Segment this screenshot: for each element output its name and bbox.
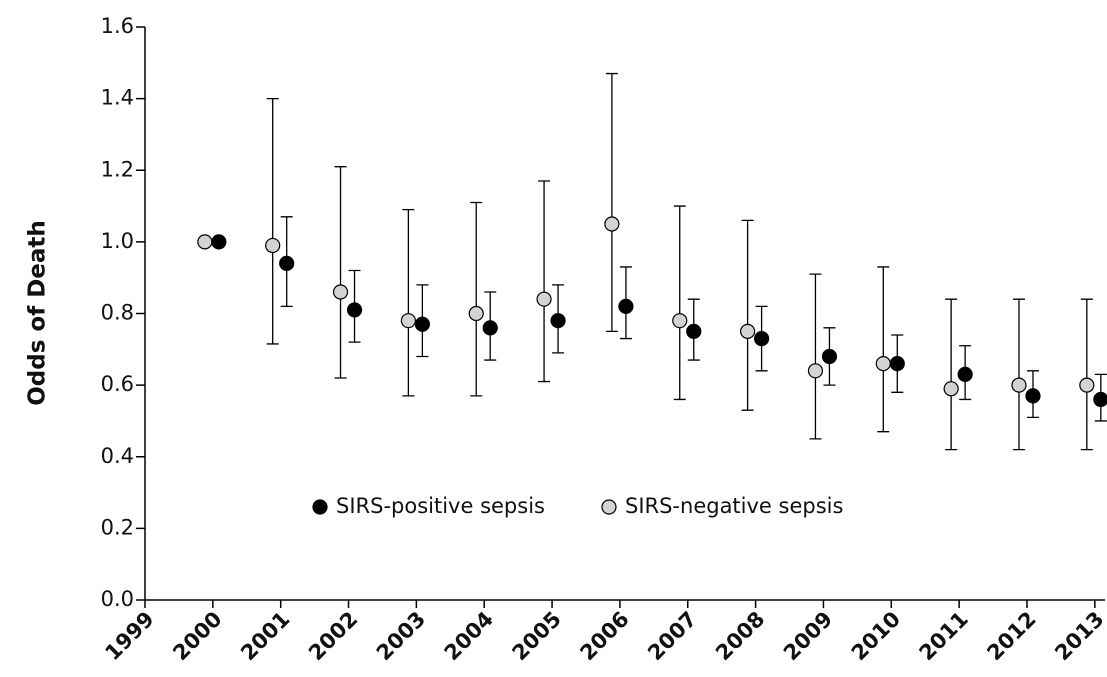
error-bar [945,298,958,451]
error-bar [334,166,347,379]
y-tick-label: 0.6 [101,372,134,396]
point [740,323,756,340]
point [265,237,281,254]
x-tick-label: 2008 [711,607,769,665]
point [889,356,905,372]
y-tick-label: 1.2 [101,157,134,181]
error-bar [1080,298,1093,451]
x-tick-label: 2005 [508,607,566,665]
x-tick-label: 2011 [915,607,973,665]
x-tick-label: 2006 [575,607,633,665]
point [414,316,430,332]
point [821,348,838,365]
point [807,363,824,379]
point [604,216,620,232]
point [468,305,484,322]
x-tick-label: 2001 [236,607,294,665]
error-bar [266,97,279,345]
x-tick-label: 2000 [168,607,226,665]
legend-marker [312,499,328,515]
x-tick-label: 2013 [1050,607,1107,665]
point [672,313,688,329]
error-bar [605,72,618,333]
error-bar [877,266,890,433]
point [279,255,295,271]
error-bar [809,273,822,440]
x-tick-label: 2007 [643,607,701,665]
x-tick-label: 2009 [779,607,837,665]
point [957,366,973,382]
point [482,320,498,336]
point [346,302,363,318]
point [1093,391,1107,408]
point [686,323,702,340]
y-axis-label: Odds of Death [25,220,51,406]
legend-marker [601,499,617,515]
point [618,298,634,314]
error-bar [470,201,483,397]
error-bar [1012,298,1025,451]
point [211,234,227,250]
point [536,291,552,307]
point [1011,377,1027,393]
y-tick-label: 1.4 [101,86,134,110]
point [1025,388,1041,404]
point [1079,377,1095,393]
error-bar [741,219,754,411]
x-tick-label: 2002 [304,607,362,665]
y-tick-label: 0.0 [101,587,134,611]
error-bar [538,180,551,383]
point [875,356,891,372]
x-tick-label: 2004 [440,607,498,665]
x-tick-label: 1999 [100,607,158,665]
x-tick-label: 2010 [847,607,905,665]
point [550,313,566,329]
x-tick-label: 2012 [982,607,1040,665]
point [332,284,349,300]
y-tick-label: 1.0 [101,229,134,253]
y-tick-label: 0.4 [101,444,134,468]
error-bar [402,208,415,397]
point [197,234,213,250]
y-tick-label: 0.2 [101,515,134,539]
legend-label: SIRS-negative sepsis [625,494,843,518]
y-tick-label: 1.6 [101,14,134,38]
error-bar [673,205,686,401]
point [400,313,416,329]
legend-label: SIRS-positive sepsis [336,494,545,518]
point [754,330,770,347]
x-tick-label: 2003 [372,607,430,665]
point [943,381,959,397]
y-tick-label: 0.8 [101,301,134,325]
